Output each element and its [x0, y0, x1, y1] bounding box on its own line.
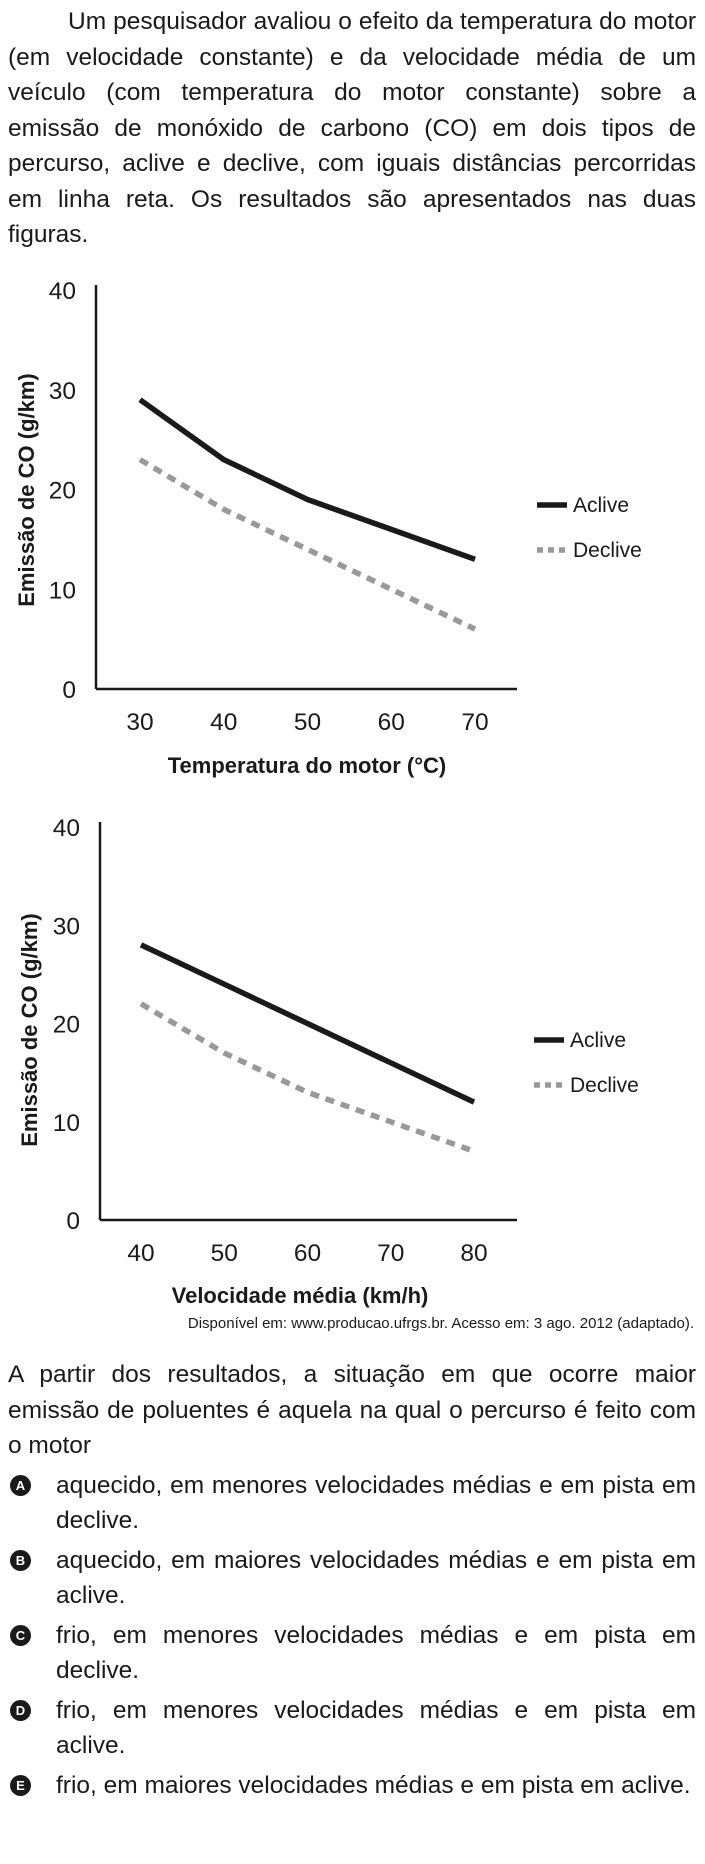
option-text: aquecido, em maiores velocidades médias …	[56, 1547, 696, 1609]
y-tick-label: 40	[53, 815, 80, 842]
option-a[interactable]: A aquecido, em menores velocidades média…	[8, 1468, 696, 1538]
y-tick-label: 10	[53, 1110, 80, 1137]
option-text: aquecido, em menores velocidades médias …	[56, 1472, 696, 1534]
y-tick-label: 0	[62, 677, 76, 704]
option-text: frio, em menores velocidades médias e em…	[56, 1697, 696, 1759]
x-tick-label: 50	[211, 1240, 238, 1267]
option-d[interactable]: D frio, em menores velocidades médias e …	[8, 1693, 696, 1763]
y-tick-label: 30	[49, 378, 76, 405]
y-tick-label: 10	[49, 577, 76, 604]
option-e[interactable]: E frio, em maiores velocidades médias e …	[8, 1768, 696, 1803]
x-tick-label: 80	[460, 1240, 487, 1267]
series-line-declive	[139, 1001, 475, 1154]
option-letter-badge: C	[10, 1625, 31, 1646]
x-tick-label: 40	[127, 1240, 154, 1267]
option-letter-badge: A	[10, 1475, 31, 1496]
chart-co-vs-temperature: 0 10 20 30 40 30 40 50 60 70 Temperatura do motor …	[14, 278, 642, 778]
option-c[interactable]: C frio, em menores velocidades médias e …	[8, 1618, 696, 1688]
x-tick-label: 60	[378, 709, 405, 736]
y-tick-label: 20	[53, 1012, 80, 1039]
x-axis-label: Temperatura do motor (°C)	[168, 753, 447, 778]
option-letter-badge: E	[10, 1775, 31, 1796]
x-tick-label: 50	[294, 709, 321, 736]
intro-paragraph: Um pesquisador avaliou o efeito da tempe…	[8, 8, 696, 248]
y-tick-label: 20	[49, 478, 76, 505]
option-b[interactable]: B aquecido, em maiores velocidades média…	[8, 1543, 696, 1613]
source-citation: Disponível em: www.producao.ufrgs.br. Ac…	[187, 1315, 694, 1332]
x-tick-label: 40	[210, 709, 237, 736]
answer-options: A aquecido, em menores velocidades média…	[8, 1468, 696, 1808]
legend-label-declive: Declive	[570, 1074, 639, 1097]
x-axis-label: Velocidade média (km/h)	[172, 1283, 429, 1308]
option-text: frio, em maiores velocidades médias e em…	[56, 1772, 691, 1799]
x-tick-label: 30	[126, 709, 153, 736]
y-tick-label: 40	[49, 278, 76, 305]
chart-co-vs-velocity: 0 10 20 30 40 40 50 60 70 80 Velocidade média (km/…	[17, 815, 639, 1308]
legend-label-aclive: Aclive	[570, 1029, 626, 1052]
question-stem: A partir dos resultados, a situação em q…	[8, 1361, 696, 1459]
x-tick-label: 70	[461, 709, 488, 736]
option-letter-badge: D	[10, 1700, 31, 1721]
x-tick-label: 60	[294, 1240, 321, 1267]
y-tick-label: 0	[66, 1208, 80, 1235]
option-letter-badge: B	[10, 1550, 31, 1571]
legend-label-aclive: Aclive	[573, 494, 629, 517]
series-line-aclive	[138, 397, 476, 562]
legend-label-declive: Declive	[573, 539, 642, 562]
y-axis-label: Emissão de CO (g/km)	[17, 913, 42, 1147]
series-line-declive	[138, 457, 477, 632]
x-tick-label: 70	[377, 1240, 404, 1267]
y-axis-label: Emissão de CO (g/km)	[14, 373, 39, 607]
option-text: frio, em menores velocidades médias e em…	[56, 1622, 696, 1684]
y-tick-label: 30	[53, 913, 80, 940]
